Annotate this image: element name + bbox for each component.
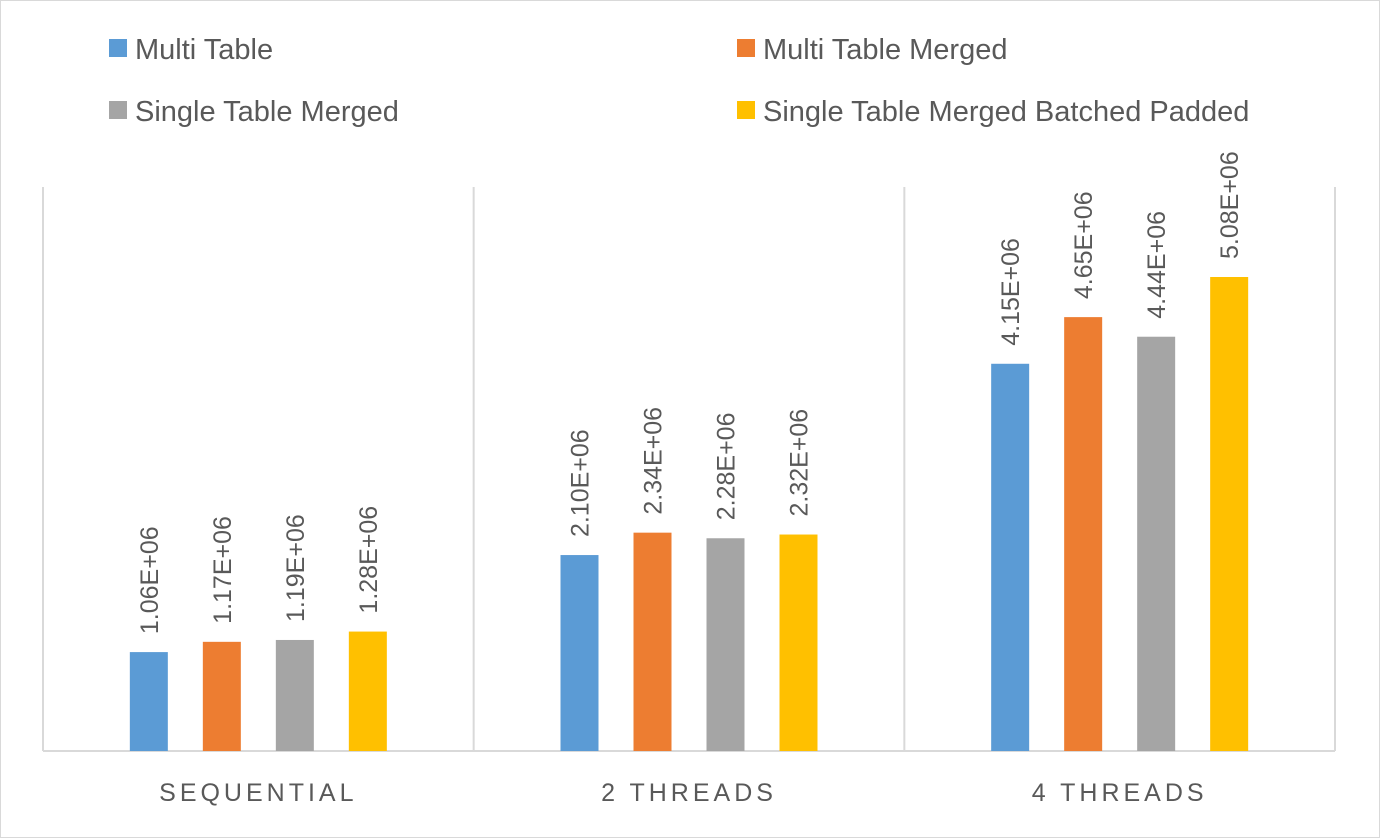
bar-sequential-single-table-merged-batched-padded — [348, 631, 387, 751]
legend: Multi Table Multi Table Merged Single Tabl… — [109, 34, 1249, 128]
data-label-2-threads-single-table-merged-batched-padded: 2.32E+06 — [786, 409, 814, 517]
data-label-sequential-multi-table: 1.06E+06 — [136, 526, 164, 634]
bar-sequential-multi-table-merged — [202, 641, 241, 751]
bar-sequential-multi-table — [129, 652, 168, 751]
category-labels: SEQUENTIAL 2 THREADS 4 THREADS — [159, 779, 1208, 807]
bars — [129, 277, 1249, 751]
category-label-sequential: SEQUENTIAL — [159, 779, 357, 807]
data-label-4-threads-multi-table: 4.15E+06 — [997, 238, 1025, 346]
data-label-4-threads-single-table-merged-batched-padded: 5.08E+06 — [1216, 151, 1244, 259]
bar-2-threads-multi-table — [560, 555, 599, 751]
legend-swatch-single-table-merged — [109, 101, 127, 119]
data-label-4-threads-multi-table-merged: 4.65E+06 — [1070, 191, 1098, 299]
data-label-sequential-single-table-merged-batched-padded: 1.28E+06 — [355, 506, 383, 614]
bar-4-threads-single-table-merged-batched-padded — [1210, 277, 1249, 751]
data-label-4-threads-single-table-merged: 4.44E+06 — [1143, 211, 1171, 319]
legend-label-multi-table-merged: Multi Table Merged — [763, 34, 1007, 66]
legend-swatch-multi-table-merged — [737, 39, 755, 57]
legend-label-multi-table: Multi Table — [135, 34, 273, 66]
data-label-sequential-single-table-merged: 1.19E+06 — [282, 514, 310, 622]
bar-2-threads-single-table-merged — [706, 538, 745, 751]
data-label-2-threads-single-table-merged: 2.28E+06 — [713, 413, 741, 521]
data-label-2-threads-multi-table-merged: 2.34E+06 — [640, 407, 668, 515]
bar-4-threads-multi-table-merged — [1064, 317, 1103, 751]
category-label-2-threads: 2 THREADS — [601, 779, 777, 807]
bar-4-threads-multi-table — [991, 363, 1030, 751]
bar-sequential-single-table-merged — [275, 639, 314, 751]
bar-2-threads-single-table-merged-batched-padded — [779, 534, 818, 751]
category-label-4-threads: 4 THREADS — [1032, 779, 1208, 807]
data-label-sequential-multi-table-merged: 1.17E+06 — [209, 516, 237, 624]
data-label-2-threads-multi-table: 2.10E+06 — [567, 429, 595, 537]
bar-2-threads-multi-table-merged — [633, 532, 672, 751]
legend-swatch-multi-table — [109, 39, 127, 57]
legend-label-single-table-merged-batched-padded: Single Table Merged Batched Padded — [763, 96, 1249, 128]
category-separators — [42, 187, 1336, 752]
legend-swatch-single-table-merged-batched-padded — [737, 101, 755, 119]
data-labels: 1.06E+06 1.17E+06 1.19E+06 1.28E+06 2.10E+06… — [136, 151, 1244, 634]
bar-4-threads-single-table-merged — [1137, 336, 1176, 751]
legend-label-single-table-merged: Single Table Merged — [135, 96, 399, 128]
